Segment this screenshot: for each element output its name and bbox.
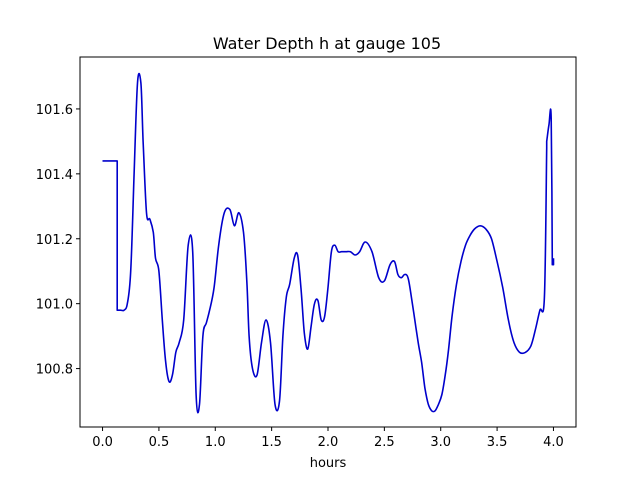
x-tick-label: 2.5	[374, 435, 395, 450]
x-tick-label: 1.5	[261, 435, 282, 450]
x-axis: 0.0 0.5 1.0 1.5 2.0 2.5 3.0 3.5 4.0	[92, 427, 564, 450]
y-tick-label: 101.2	[36, 233, 73, 248]
x-tick-label: 2.0	[318, 435, 339, 450]
chart-title: Water Depth h at gauge 105	[213, 34, 441, 53]
y-axis: 100.8 101.0 101.2 101.4 101.6	[36, 103, 80, 378]
x-tick-label: 1.0	[205, 435, 226, 450]
x-tick-label: 0.5	[149, 435, 170, 450]
x-tick-label: 0.0	[92, 435, 113, 450]
x-tick-label: 3.0	[430, 435, 451, 450]
y-tick-label: 101.6	[36, 103, 73, 118]
x-tick-label: 4.0	[543, 435, 564, 450]
x-axis-label: hours	[310, 456, 347, 471]
y-tick-label: 101.0	[36, 298, 73, 313]
water-depth-series-line	[102, 72, 555, 414]
y-tick-label: 101.4	[36, 168, 73, 183]
x-tick-label: 3.5	[487, 435, 508, 450]
y-tick-label: 100.8	[36, 363, 73, 378]
